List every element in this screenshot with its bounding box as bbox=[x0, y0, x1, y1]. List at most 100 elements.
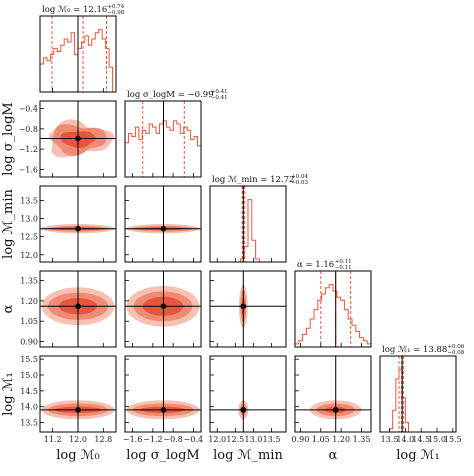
x-tick-label-logMmin-3: 13.5 bbox=[263, 435, 281, 444]
panel-title-sub-logM0: −0.98 bbox=[107, 10, 124, 16]
x-tick-label-alpha-1: 1.05 bbox=[312, 435, 330, 444]
best-point bbox=[240, 303, 247, 310]
panel-alpha-vs-logMmin bbox=[209, 270, 287, 348]
y-axis-label-alpha: α bbox=[1, 304, 16, 313]
y-tick-label-logSigma-2: −0.8 bbox=[19, 125, 38, 134]
best-point bbox=[75, 225, 81, 232]
panel-title-sub-logSigma: −0.41 bbox=[211, 95, 228, 101]
y-tick-label-logM1-4: 15.5 bbox=[20, 355, 38, 364]
x-tick-label-logMmin-0: 12.0 bbox=[208, 435, 226, 444]
panel-title-sup-logM0: +0.74 bbox=[107, 4, 124, 10]
x-tick-label-logM1-2: 14.5 bbox=[412, 435, 430, 444]
y-axis-label-logMmin: log ℳ_min bbox=[1, 189, 16, 259]
x-tick-label-logM0-2: 12.8 bbox=[94, 435, 112, 444]
y-tick-label-logSigma-3: −0.4 bbox=[19, 105, 38, 114]
x-axis-label-alpha: α bbox=[329, 448, 338, 463]
panel-title-sub-alpha: −0.11 bbox=[335, 265, 352, 271]
panel-title-logM1: log ℳ₁ = 13.88 bbox=[382, 345, 447, 355]
histogram-logSigma bbox=[124, 120, 202, 177]
panel-title-alpha: α = 1.16 bbox=[297, 260, 334, 270]
best-point bbox=[160, 225, 167, 232]
x-tick-label-logM1-4: 15.5 bbox=[444, 435, 462, 444]
panel-logMmin-vs-logM0: 12.0 12.5 13.0 13.5 bbox=[20, 185, 117, 263]
panel-logM1-vs-logSigma: −1.6 −1.2 −0.8 −0.4 bbox=[123, 355, 203, 444]
panel-logM0-vs-logM0 bbox=[39, 15, 117, 93]
panel-title-logM0: log ℳ₀ = 12.16 bbox=[42, 5, 107, 15]
panel-title-sup-logM1: +0.06 bbox=[447, 344, 464, 350]
x-tick-label-logSigma-2: −0.8 bbox=[163, 435, 182, 444]
panel-frame bbox=[124, 185, 202, 263]
best-point bbox=[75, 303, 81, 310]
x-tick-label-logMmin-1: 12.5 bbox=[226, 435, 244, 444]
x-tick-label-logM1-1: 14.0 bbox=[396, 435, 414, 444]
x-tick-label-alpha-0: 0.90 bbox=[292, 435, 310, 444]
panel-title-sup-logSigma: +0.41 bbox=[211, 89, 228, 95]
x-axis-label-logM1: log ℳ₁ bbox=[396, 448, 440, 463]
y-tick-label-logMmin-1: 12.5 bbox=[20, 233, 38, 242]
y-tick-label-logM1-3: 15.0 bbox=[20, 371, 38, 380]
x-tick-label-logM1-0: 13.5 bbox=[381, 435, 399, 444]
panel-logMmin-vs-logMmin bbox=[209, 185, 287, 263]
y-axis-label-logSigma: log σ_logM bbox=[1, 102, 16, 175]
panel-logM1-vs-logMmin: 12.0 12.5 13.0 13.5 bbox=[208, 355, 287, 444]
y-tick-label-logSigma-0: −1.6 bbox=[19, 165, 38, 174]
best-point bbox=[240, 407, 247, 413]
best-point bbox=[332, 407, 339, 413]
panel-logM1-vs-alpha: 0.90 1.05 1.20 1.35 bbox=[292, 355, 372, 444]
x-tick-label-logM1-3: 15.0 bbox=[428, 435, 446, 444]
panel-logSigma-vs-logM0: −1.6 −1.2 −0.8 −0.4 bbox=[19, 100, 117, 178]
y-tick-label-logM1-0: 13.5 bbox=[20, 419, 38, 428]
x-tick-label-alpha-2: 1.20 bbox=[332, 435, 350, 444]
y-tick-label-alpha-0: 0.90 bbox=[20, 338, 38, 347]
panel-alpha-vs-logM0: 0.90 1.05 1.20 1.35 bbox=[20, 270, 117, 348]
best-point bbox=[75, 407, 81, 413]
panel-logSigma-vs-logSigma bbox=[124, 100, 202, 178]
y-tick-label-logMmin-3: 13.5 bbox=[20, 196, 38, 205]
y-tick-label-alpha-2: 1.20 bbox=[20, 297, 38, 306]
y-tick-label-alpha-3: 1.35 bbox=[20, 277, 38, 286]
panel-frame bbox=[124, 355, 202, 433]
x-axis-label-logMmin: log ℳ_min bbox=[213, 448, 283, 463]
x-tick-label-logSigma-3: −0.4 bbox=[184, 435, 203, 444]
x-axis-label-logSigma: log σ_logM bbox=[126, 448, 199, 463]
panel-frame bbox=[209, 355, 287, 433]
panel-logM1-vs-logM1: 13.514.014.515.015.5 bbox=[379, 355, 462, 444]
panel-frame bbox=[294, 355, 372, 433]
panel-title-sub-logMmin: −0.03 bbox=[291, 180, 308, 186]
best-point bbox=[160, 407, 167, 413]
x-tick-label-alpha-3: 1.35 bbox=[353, 435, 371, 444]
best-point bbox=[160, 303, 167, 310]
x-tick-label-logMmin-2: 13.0 bbox=[245, 435, 263, 444]
y-tick-label-logM1-2: 14.5 bbox=[20, 387, 38, 396]
panel-title-sub-logM1: −0.08 bbox=[447, 350, 464, 356]
y-tick-label-logMmin-2: 13.0 bbox=[20, 215, 38, 224]
best-point bbox=[75, 135, 81, 142]
histogram-logM1 bbox=[380, 369, 456, 433]
panel-alpha-vs-alpha bbox=[294, 270, 372, 348]
panel-frame bbox=[294, 270, 372, 348]
panel-logM1-vs-logM0: 11.2 12.0 12.8 13.5 14.0 14.5 15.0 15.5 bbox=[20, 355, 117, 444]
panel-title-logMmin: log ℳ_min = 12.72 bbox=[212, 175, 294, 185]
histogram-logMmin bbox=[210, 199, 286, 263]
panel-frame bbox=[124, 100, 202, 178]
x-tick-label-logSigma-1: −1.2 bbox=[143, 435, 162, 444]
panel-frame bbox=[379, 355, 457, 433]
panel-alpha-vs-logSigma bbox=[124, 270, 202, 348]
panel-title-sup-logMmin: +0.04 bbox=[291, 174, 308, 180]
x-axis-label-logM0: log ℳ₀ bbox=[56, 448, 100, 463]
panel-frame bbox=[209, 185, 287, 263]
y-tick-label-logM1-1: 14.0 bbox=[20, 403, 38, 412]
panel-logMmin-vs-logSigma bbox=[124, 185, 202, 263]
histogram-alpha bbox=[294, 284, 372, 347]
x-tick-label-logM0-0: 11.2 bbox=[44, 435, 62, 444]
panel-frame bbox=[209, 270, 287, 348]
x-tick-label-logSigma-0: −1.6 bbox=[123, 435, 142, 444]
y-tick-label-alpha-1: 1.05 bbox=[20, 317, 38, 326]
y-tick-label-logMmin-0: 12.0 bbox=[20, 251, 38, 260]
y-axis-label-logM1: log ℳ₁ bbox=[1, 372, 16, 416]
panel-title-sup-alpha: +0.11 bbox=[335, 259, 352, 265]
panel-frame bbox=[124, 270, 202, 348]
y-tick-label-logSigma-1: −1.2 bbox=[19, 145, 38, 154]
panel-title-logSigma: log σ_logM = −0.99 bbox=[127, 90, 214, 100]
